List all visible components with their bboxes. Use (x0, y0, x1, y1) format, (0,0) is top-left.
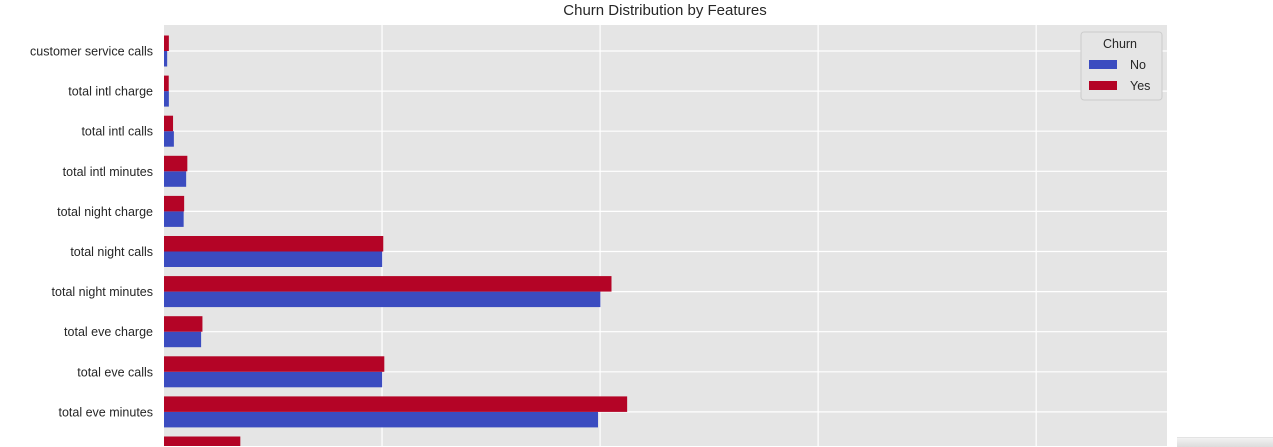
legend-swatch-no (1089, 60, 1117, 69)
bar-yes (164, 155, 188, 172)
bar-no (164, 211, 184, 227)
category-label: customer service calls (30, 45, 153, 59)
legend-label-yes: Yes (1130, 79, 1150, 93)
category-label: total night charge (57, 205, 153, 219)
chart-title: Churn Distribution by Features (563, 2, 766, 19)
legend: Churn No Yes (1080, 31, 1163, 101)
category-labels: customer service calls total intl charge t… (30, 45, 153, 420)
category-label: total eve calls (77, 365, 153, 379)
category-label: total intl charge (68, 85, 153, 99)
bar-no (164, 171, 187, 187)
bar-yes (164, 35, 169, 51)
legend-label-no: No (1130, 58, 1146, 72)
category-label: total intl calls (81, 125, 153, 139)
bar-yes (164, 356, 385, 372)
bar-yes (164, 195, 185, 212)
bar-yes (164, 276, 612, 292)
legend-swatch-yes (1089, 81, 1117, 90)
category-label: total eve charge (64, 325, 153, 339)
bar-no (164, 411, 598, 428)
category-label: total night calls (70, 245, 153, 259)
bar-yes (164, 396, 628, 412)
category-label: total intl minutes (63, 165, 153, 179)
bar-no (164, 291, 601, 308)
category-label: total night minutes (52, 285, 153, 299)
bar-no (164, 91, 169, 107)
bar-no (164, 371, 383, 388)
legend-title: Churn (1103, 37, 1137, 51)
bar-yes (164, 236, 384, 252)
bars (164, 35, 628, 446)
bar-yes (164, 75, 169, 92)
gridlines (164, 25, 1167, 446)
bar-yes (164, 115, 174, 132)
bar-yes (164, 316, 203, 332)
bar-yes (164, 436, 241, 446)
bar-no (164, 251, 383, 267)
horizontal-scrollbar[interactable] (1177, 437, 1273, 447)
bar-no (164, 51, 168, 67)
category-label: total eve minutes (59, 405, 154, 419)
bar-no (164, 131, 174, 147)
bar-no (164, 331, 202, 348)
